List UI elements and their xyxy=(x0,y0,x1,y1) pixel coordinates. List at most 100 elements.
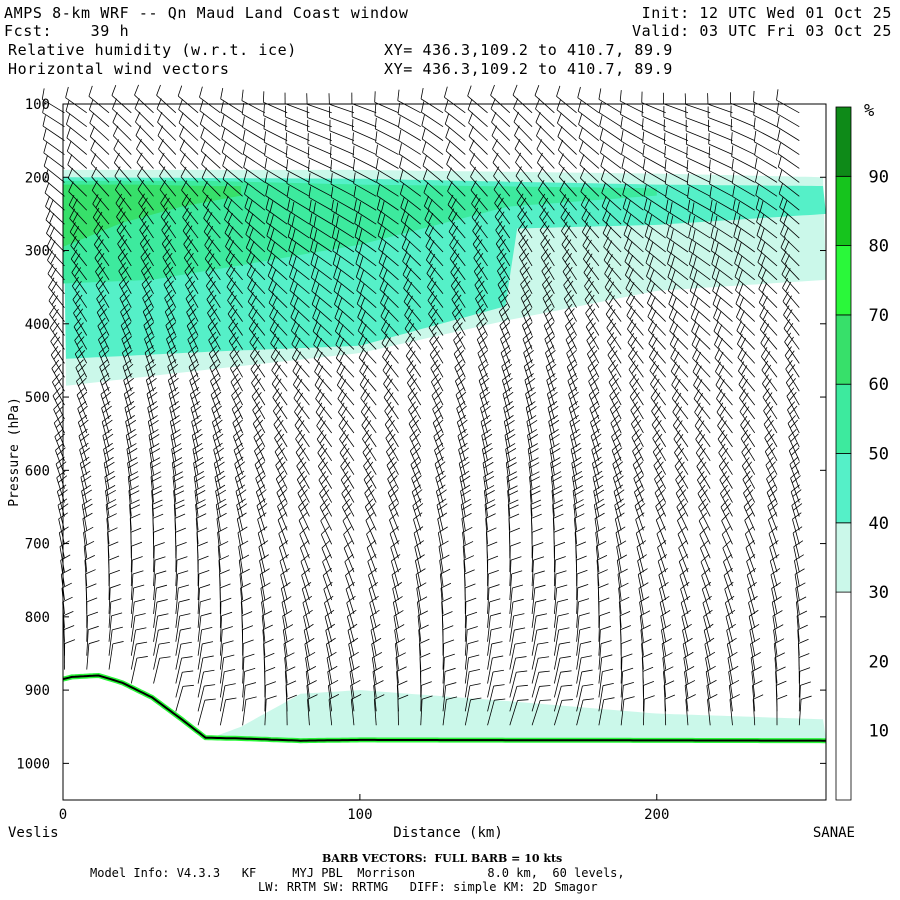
barb-flag xyxy=(293,296,299,308)
barb-flag xyxy=(124,387,134,395)
barb-flag xyxy=(525,387,535,395)
barb-flag xyxy=(728,665,739,673)
barb-staff xyxy=(43,139,65,155)
barb-flag xyxy=(740,337,747,348)
barb-staff xyxy=(316,425,333,448)
barb-flag xyxy=(305,666,317,672)
barb-staff xyxy=(664,699,667,726)
barb-flag xyxy=(560,207,567,218)
barb-staff xyxy=(319,506,333,531)
barb-flag xyxy=(572,470,583,478)
wind-barb xyxy=(284,105,310,128)
barb-flag xyxy=(664,159,667,171)
barb-staff xyxy=(139,243,154,267)
barb-staff xyxy=(696,466,711,489)
barb-flag xyxy=(550,448,561,455)
barb-staff xyxy=(635,519,644,545)
wind-barb xyxy=(66,127,88,155)
barb-staff xyxy=(642,142,666,155)
wind-barb xyxy=(617,568,628,601)
barb-flag xyxy=(375,131,378,143)
barb-flag xyxy=(622,667,634,672)
wind-barb xyxy=(406,373,422,406)
barb-flag xyxy=(167,322,176,331)
wind-barb xyxy=(362,443,377,475)
wind-barb xyxy=(286,185,310,211)
barb-flag xyxy=(383,374,390,385)
barb-flag xyxy=(246,251,252,262)
barb-flag xyxy=(324,609,335,617)
barb-staff xyxy=(76,381,88,406)
barb-flag xyxy=(709,199,713,211)
wind-barb xyxy=(136,138,154,169)
barb-flag xyxy=(228,332,237,342)
wind-barb xyxy=(390,540,400,573)
wind-barb xyxy=(46,223,65,253)
wind-barb xyxy=(401,237,422,267)
barb-flag xyxy=(698,498,707,508)
wind-barb xyxy=(531,627,548,656)
barb-staff xyxy=(143,325,154,350)
wind-barb xyxy=(641,118,666,141)
barb-staff xyxy=(186,312,199,336)
barb-staff xyxy=(517,229,533,253)
wind-barb xyxy=(197,555,209,587)
barb-staff xyxy=(531,700,541,726)
wind-barb xyxy=(442,696,458,726)
barb-staff xyxy=(606,341,622,364)
barb-flag xyxy=(666,239,671,251)
barb-flag xyxy=(231,401,241,410)
barb-flag xyxy=(120,317,130,326)
barb-flag xyxy=(79,442,89,451)
barb-flag xyxy=(346,595,356,604)
barb-staff xyxy=(709,196,733,211)
barb-flag xyxy=(447,181,453,192)
barb-flag xyxy=(570,442,581,450)
barb-flag xyxy=(215,484,226,492)
barb-staff xyxy=(312,317,332,336)
barb-flag xyxy=(628,268,634,279)
barb-flag xyxy=(599,115,603,127)
barb-flag xyxy=(603,697,615,701)
barb-flag xyxy=(450,276,459,287)
barb-staff xyxy=(264,168,288,183)
wind-barb xyxy=(264,144,288,169)
barb-staff xyxy=(620,657,623,684)
wind-barb xyxy=(111,84,132,114)
wind-barb xyxy=(360,402,377,434)
wind-barb xyxy=(351,105,377,128)
barb-flag xyxy=(228,240,235,251)
barb-flag xyxy=(407,373,415,384)
wind-barb xyxy=(88,99,110,128)
wind-barb xyxy=(400,196,422,225)
wind-barb xyxy=(163,262,177,294)
barb-flag xyxy=(428,226,434,237)
wind-barb xyxy=(744,512,756,545)
barb-staff xyxy=(130,587,134,614)
wind-barb xyxy=(490,84,511,114)
barb-flag xyxy=(271,255,276,267)
barb-flag xyxy=(565,331,575,340)
wind-barb xyxy=(469,153,488,183)
barb-flag xyxy=(135,125,142,136)
barb-staff xyxy=(301,588,310,615)
wind-barb xyxy=(91,166,110,197)
barb-staff xyxy=(553,574,557,601)
wind-barb xyxy=(501,373,513,406)
wind-barb xyxy=(264,681,277,712)
barb-flag xyxy=(474,211,482,222)
wind-barb xyxy=(306,106,332,128)
barb-staff xyxy=(222,178,243,197)
wind-barb xyxy=(122,345,133,378)
wind-barb xyxy=(71,276,88,308)
barb-staff xyxy=(383,397,399,420)
barb-staff xyxy=(713,330,733,350)
barb-staff xyxy=(374,115,399,128)
wind-barb xyxy=(442,682,457,712)
barb-staff xyxy=(702,602,711,628)
barb-staff xyxy=(695,439,711,462)
barb-flag xyxy=(616,540,627,547)
barb-flag xyxy=(187,266,195,276)
wind-barb xyxy=(86,640,100,670)
barb-staff xyxy=(603,259,622,281)
